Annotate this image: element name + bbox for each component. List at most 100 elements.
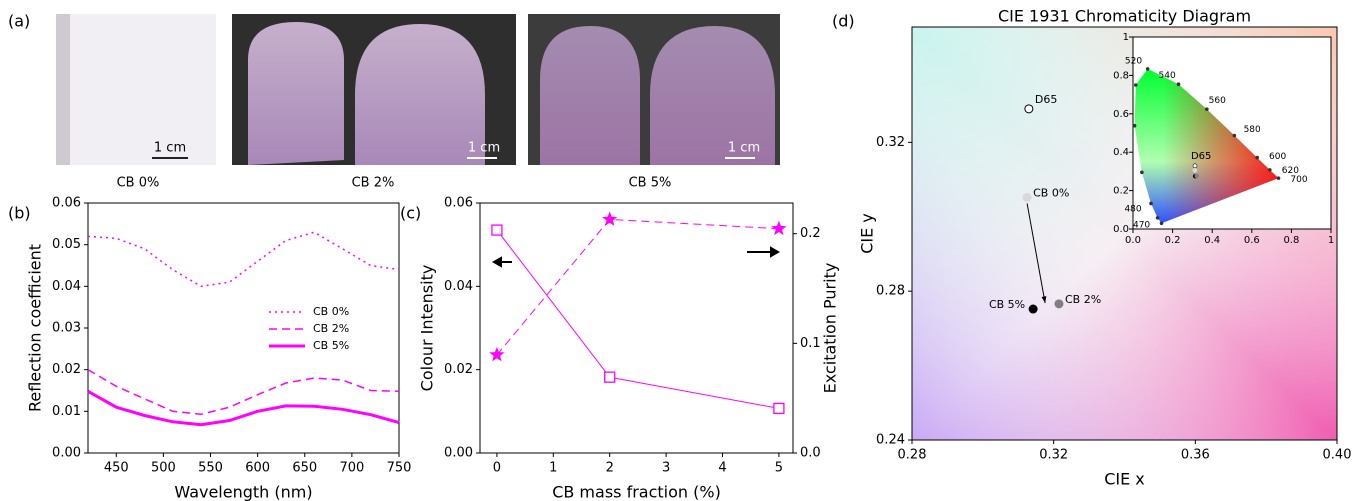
series-line — [88, 232, 399, 286]
square-marker — [492, 225, 502, 235]
y-tick-label: 0.02 — [52, 362, 81, 377]
x-tick-label: 5 — [775, 461, 783, 476]
x-axis-label: CB mass fraction (%) — [552, 483, 721, 501]
figure: (a) 1 cm 1 cm 1 cm CB 0% CB 2% CB 5% 450… — [0, 0, 1355, 501]
y-tick-label: 0.02 — [444, 362, 473, 377]
plot-frame — [480, 203, 793, 453]
axis-arrow — [494, 258, 512, 266]
locus-marker — [1177, 82, 1181, 86]
series-line — [497, 230, 779, 408]
wavelength-label: 520 — [1125, 56, 1142, 66]
x-tick-label: 650 — [292, 461, 317, 476]
y-tick-label: 0.2 — [1113, 186, 1129, 197]
inset-point-label: D65 — [1191, 151, 1211, 162]
y-tick-label: 0.04 — [444, 279, 473, 294]
series-line — [88, 370, 399, 415]
x-tick-label: 0.0 — [1125, 235, 1141, 246]
inset-point — [1193, 168, 1197, 172]
y-tick-label: 0.06 — [52, 196, 81, 211]
series-line — [497, 219, 779, 355]
wavelength-label: 560 — [1209, 96, 1226, 106]
x-tick-label: 0.8 — [1283, 235, 1299, 246]
x-tick-label: 0.36 — [1181, 448, 1210, 463]
y2-axis-label: Excitation Purity — [821, 263, 840, 394]
panel-label: (d) — [832, 12, 855, 31]
y-axis-label: Colour Intensity — [418, 265, 437, 392]
x-tick-label: 450 — [104, 461, 129, 476]
x-tick-label: 0.40 — [1323, 448, 1352, 463]
x-tick-label: 1 — [1328, 235, 1334, 246]
y-tick-label: 0.0 — [1113, 224, 1129, 235]
y-axis-label: Reflection coefficient — [26, 244, 45, 412]
y-tick-label: 0.00 — [444, 446, 473, 461]
panel-label: (b) — [8, 204, 31, 223]
y-tick-label: 0.8 — [1113, 70, 1129, 81]
y-tick-label: 0.01 — [52, 404, 81, 419]
locus-marker — [1160, 221, 1164, 225]
point — [1025, 105, 1033, 113]
y-tick-label: 0.06 — [444, 196, 473, 211]
x-tick-label: 1 — [549, 461, 557, 476]
locus-marker — [1255, 156, 1259, 160]
locus-marker — [1156, 216, 1160, 220]
locus-marker — [1134, 83, 1138, 87]
locus-marker — [1133, 124, 1137, 128]
locus-marker — [1146, 67, 1150, 71]
locus-marker — [1140, 171, 1144, 175]
legend-label: CB 0% — [313, 305, 349, 318]
sample — [355, 24, 485, 165]
scale-bar-label: 1 cm — [728, 141, 760, 156]
legend-label: CB 5% — [313, 339, 349, 352]
locus-marker — [1205, 107, 1209, 111]
x-tick-label: 600 — [245, 461, 270, 476]
panel-label: (c) — [400, 204, 421, 223]
x-tick-label: 2 — [606, 461, 614, 476]
point-label: CB 0% — [1033, 186, 1069, 199]
inset-point — [1193, 164, 1197, 168]
square-marker — [605, 372, 615, 382]
point-label: CB 5% — [989, 298, 1025, 311]
x-tick-label: 0.2 — [1165, 235, 1181, 246]
y-tick-label: 0.4 — [1113, 147, 1129, 158]
y-tick-label: 0.0 — [800, 446, 821, 461]
photo-caption: CB 2% — [352, 176, 395, 191]
legend-label: CB 2% — [313, 322, 349, 335]
locus-marker — [1277, 176, 1281, 180]
scale-bar-label: 1 cm — [154, 141, 186, 156]
chart-title: CIE 1931 Chromaticity Diagram — [998, 7, 1251, 26]
wavelength-label: 600 — [1269, 152, 1286, 162]
y-tick-label: 0.32 — [876, 135, 905, 150]
wavelength-label: 540 — [1159, 71, 1176, 81]
scale-bar-label: 1 cm — [468, 141, 500, 156]
x-axis-label: Wavelength (nm) — [174, 483, 312, 501]
photo-edge — [56, 14, 70, 165]
locus-marker — [1149, 202, 1153, 206]
x-tick-label: 3 — [662, 461, 670, 476]
point-label: CB 2% — [1065, 293, 1101, 306]
point — [1055, 300, 1063, 308]
star-marker — [602, 211, 617, 226]
x-axis-label: CIE x — [1104, 470, 1145, 489]
y-axis-label: CIE y — [858, 213, 877, 254]
y-tick-label: 0.03 — [52, 321, 81, 336]
sample — [248, 22, 344, 165]
axis-arrow — [747, 248, 778, 256]
point-label: D65 — [1035, 93, 1057, 106]
wavelength-label: 580 — [1244, 125, 1261, 135]
y-tick-label: 0.28 — [876, 284, 905, 299]
x-tick-label: 550 — [198, 461, 223, 476]
x-tick-label: 700 — [339, 461, 364, 476]
photo — [56, 14, 216, 165]
x-tick-label: 0.4 — [1204, 235, 1220, 246]
wavelength-label: 480 — [1124, 205, 1141, 215]
y-tick-label: 0.24 — [876, 433, 905, 448]
wavelength-label: 470 — [1133, 220, 1150, 230]
panel-label: (a) — [8, 12, 30, 31]
y-tick-label: 0.6 — [1113, 109, 1129, 120]
star-marker — [771, 221, 786, 235]
y-tick-label: 0.05 — [52, 237, 81, 252]
wavelength-label: 700 — [1290, 175, 1307, 185]
point — [1029, 305, 1037, 313]
photo-caption: CB 0% — [117, 176, 160, 191]
x-tick-label: 0.32 — [1039, 448, 1068, 463]
